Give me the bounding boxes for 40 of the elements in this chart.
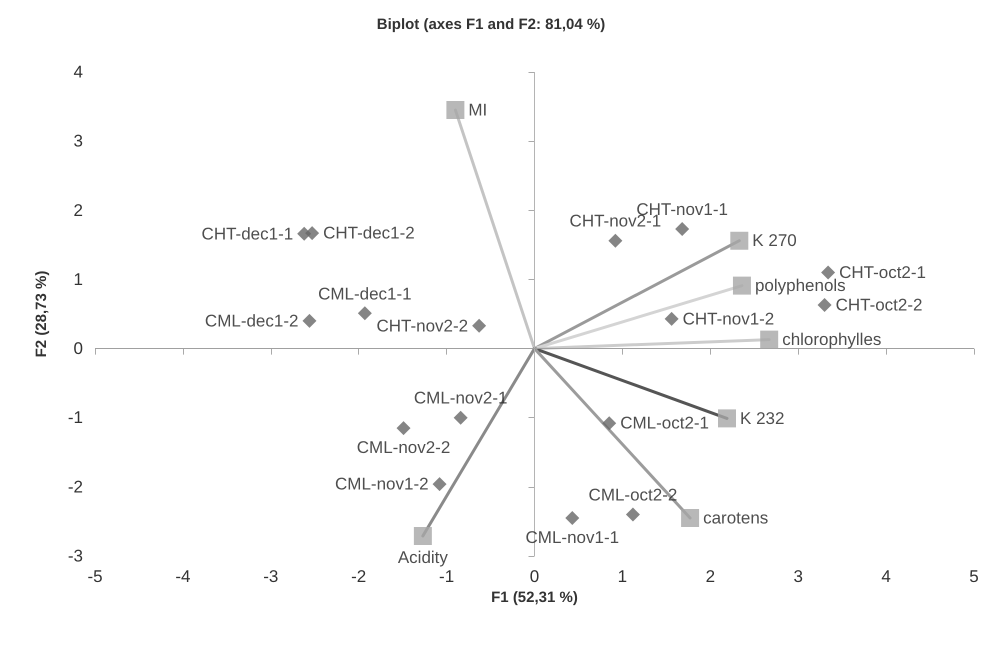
x-tick-label: -3 — [263, 567, 278, 586]
x-tick-label: -1 — [439, 567, 454, 586]
x-axis-title: F1 (52,31 %) — [491, 589, 578, 606]
x-tick-label: -2 — [351, 567, 366, 586]
x-tick-label: 0 — [530, 567, 540, 586]
x-tick-label: -5 — [87, 567, 103, 586]
y-axis-title: F2 (28,73 %) — [33, 270, 50, 358]
y-tick-label: 3 — [74, 132, 83, 151]
data-label: carotens — [703, 508, 768, 528]
y-tick-label: 4 — [74, 62, 83, 82]
data-label: CML-nov2-2 — [356, 438, 450, 458]
x-tick-label: 5 — [969, 567, 979, 586]
data-label: Acidity — [398, 548, 448, 567]
data-label: CHT-nov1-2 — [682, 309, 774, 328]
data-label: CML-oct2-1 — [620, 414, 710, 433]
chart-title: Biplot (axes F1 and F2: 81,04 %) — [376, 16, 606, 33]
y-tick-label: 0 — [74, 339, 83, 358]
y-tick-label: -1 — [68, 408, 83, 428]
data-label: MI — [468, 100, 488, 120]
data-label: CHT-oct2-1 — [839, 263, 926, 282]
x-tick-label: 1 — [618, 567, 628, 586]
data-label: CHT-nov2-2 — [376, 316, 468, 336]
x-tick-label: 3 — [793, 567, 803, 586]
data-label: CHT-oct2-2 — [836, 296, 922, 315]
data-label: CML-dec1-2 — [204, 311, 298, 330]
data-label: K 232 — [740, 408, 784, 428]
data-label: CHT-dec1-2 — [323, 224, 415, 243]
x-tick-label: 4 — [881, 567, 891, 586]
data-label: CML-nov1-2 — [335, 474, 429, 494]
x-tick-label: 2 — [706, 567, 716, 586]
data-label: chlorophylles — [782, 330, 882, 350]
y-tick-label: -2 — [68, 477, 83, 496]
data-label: K 270 — [752, 231, 797, 250]
data-label: CML-nov1-1 — [526, 528, 620, 547]
data-label: CML-dec1-1 — [318, 284, 412, 304]
x-tick-label: -4 — [175, 567, 190, 586]
data-label: CHT-dec1-1 — [202, 224, 294, 244]
y-tick-label: -3 — [68, 546, 83, 566]
y-tick-label: 1 — [74, 270, 83, 289]
y-tick-label: 2 — [74, 200, 83, 220]
